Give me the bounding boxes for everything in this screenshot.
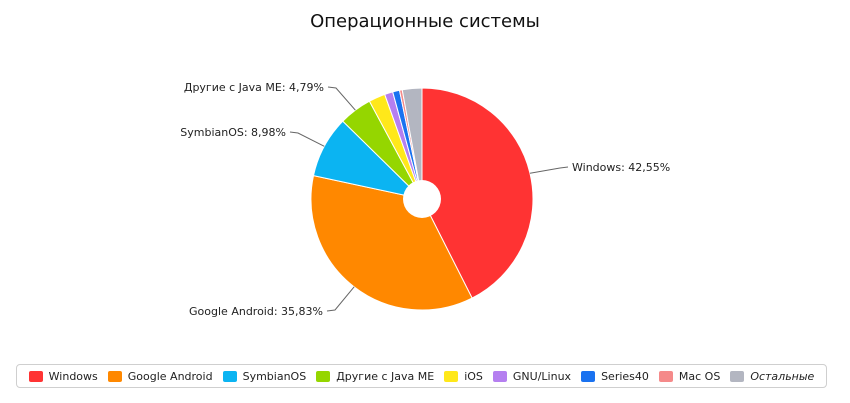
- legend-item-windows[interactable]: Windows: [28, 369, 98, 383]
- legend-swatch: [222, 370, 237, 382]
- legend-label: Остальные: [750, 369, 815, 383]
- donut-hole: [403, 180, 441, 218]
- legend-label: GNU/Linux: [512, 369, 572, 383]
- legend-label: Windows: [48, 369, 98, 383]
- legend-swatch: [444, 370, 459, 382]
- legend-item-остальные[interactable]: Остальные: [730, 370, 814, 383]
- legend-label: Mac OS: [678, 369, 721, 383]
- pie-slice-google-android[interactable]: [310, 175, 473, 311]
- legend-item-series40[interactable]: Series40: [581, 370, 649, 383]
- legend-label: Series40: [601, 369, 649, 383]
- legend-item-gnu-linux[interactable]: GNU/Linux: [492, 369, 572, 383]
- leader-line-windows: [529, 166, 569, 174]
- leader-line-другие-с-java-me: [327, 86, 356, 111]
- slice-label-другие-с-java-me: Другие с Java ME: 4,79%: [184, 81, 324, 94]
- legend-item-symbianos[interactable]: SymbianOS: [222, 369, 307, 383]
- legend-swatch: [316, 370, 331, 382]
- legend-swatch: [107, 370, 122, 382]
- legend-swatch: [730, 370, 745, 382]
- legend-item-ios[interactable]: iOS: [444, 370, 483, 383]
- pie-slice-остальные[interactable]: [401, 87, 423, 200]
- legend-swatch: [492, 370, 507, 382]
- legend-swatch: [581, 370, 596, 382]
- leader-line-google-android: [326, 286, 355, 312]
- leader-line-symbianos: [289, 131, 325, 147]
- legend-label: iOS: [464, 369, 483, 383]
- legend-label: SymbianOS: [242, 369, 307, 383]
- slice-label-symbianos: SymbianOS: 8,98%: [180, 126, 286, 139]
- slice-label-google-android: Google Android: 35,83%: [189, 305, 323, 318]
- legend-swatch: [28, 370, 43, 382]
- legend-item-google-android[interactable]: Google Android: [107, 369, 213, 383]
- legend: Windows Google Android SymbianOS Другие с J…: [16, 364, 827, 388]
- legend-label: Другие с Java ME: [336, 369, 435, 383]
- legend-label: Google Android: [127, 369, 213, 383]
- chart-title: Операционные системы: [310, 11, 540, 32]
- legend-swatch: [658, 370, 673, 382]
- legend-item-другие-с-java-me[interactable]: Другие с Java ME: [316, 370, 434, 383]
- slice-label-windows: Windows: 42,55%: [572, 161, 670, 174]
- legend-item-mac-os[interactable]: Mac OS: [658, 369, 721, 383]
